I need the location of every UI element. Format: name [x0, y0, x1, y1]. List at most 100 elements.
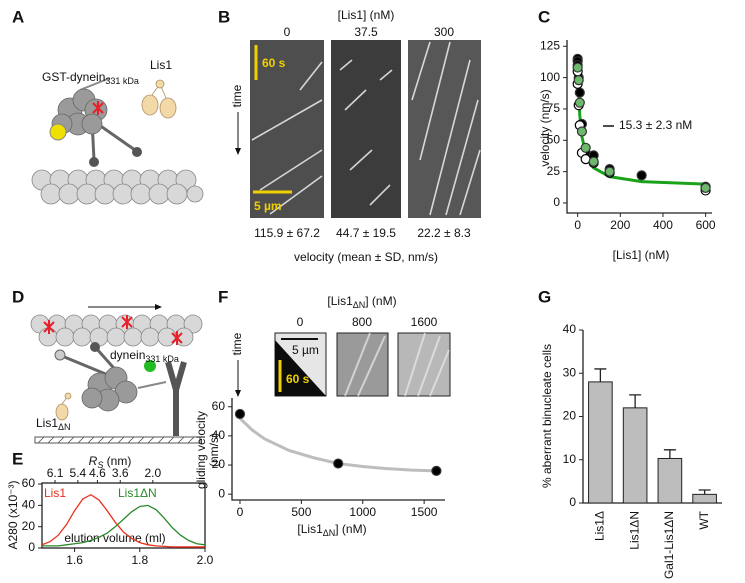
y-tick-label: 10 [563, 452, 577, 466]
x-tick-label: Lis1Δ [593, 511, 607, 541]
shape [379, 69, 393, 81]
x-tick-label: 1000 [349, 505, 376, 519]
x-tick-label: 1500 [411, 505, 438, 519]
panel-label: G [538, 287, 551, 306]
shape [79, 77, 111, 91]
y-axis-label: gliding velocity [194, 411, 208, 489]
legend-label: Lis1ΔN [118, 486, 157, 500]
bar [692, 493, 717, 504]
y-tick-label: 0 [28, 540, 35, 554]
y-tick-label: 20 [22, 519, 36, 533]
scale-label: 60 s [286, 372, 310, 386]
title-sub: ΔN [353, 300, 366, 310]
shape [445, 99, 479, 216]
top-axis-label: (nm) [103, 454, 131, 468]
scale-label: 5 µm [292, 343, 319, 357]
velocity-label: 22.2 ± 8.3 [417, 226, 471, 240]
y-axis-label: (nm/s) [207, 433, 221, 467]
data-point [572, 62, 583, 73]
condition: 800 [352, 315, 372, 329]
shape [165, 361, 187, 436]
title: [Lis1] (nM) [338, 8, 395, 22]
data-point [574, 97, 585, 108]
shape [369, 184, 391, 206]
shape [269, 175, 323, 215]
x-tick-label: 500 [291, 505, 311, 519]
shape [419, 41, 451, 161]
shape [76, 183, 98, 205]
fit-curve [238, 417, 437, 473]
label: dynein331 kDa [110, 348, 179, 364]
x-tick-label: 1.8 [131, 553, 148, 567]
shape [34, 436, 201, 444]
error-bar [698, 489, 711, 495]
top-axis-label-sub: S [97, 460, 103, 470]
x-tick-label: 1.6 [66, 553, 83, 567]
scale-label: 5 µm [254, 199, 282, 213]
x-axis-label: ] (nM) [335, 522, 366, 536]
shape [251, 41, 481, 216]
shape [299, 61, 323, 91]
error-bar [629, 394, 642, 408]
shape [344, 89, 367, 111]
data-point [588, 156, 599, 167]
time-label: time [230, 84, 244, 107]
x-axis-label-sub: ΔN [323, 528, 336, 538]
shape [61, 354, 109, 377]
shape [235, 148, 241, 155]
x-tick-label: 0 [574, 218, 581, 232]
top-tick-label: 2.0 [144, 466, 161, 480]
condition: 1600 [411, 315, 438, 329]
label-sub: 331 kDa [105, 76, 139, 86]
y-tick-label: 40 [22, 498, 36, 512]
line [41, 493, 205, 548]
shape [81, 387, 103, 409]
bar [588, 381, 613, 504]
y-tick-label: 25 [547, 164, 561, 178]
line [42, 504, 206, 547]
label: dynein [110, 348, 145, 362]
x-tick-label: 0 [237, 505, 244, 519]
y-tick-label: 60 [212, 399, 226, 413]
x-axis-label: [Lis1] (nM) [613, 248, 670, 262]
data-point [636, 170, 647, 181]
shape [40, 183, 62, 205]
shape [94, 183, 116, 205]
label: Lis1ΔN [36, 416, 71, 432]
shape [137, 381, 167, 389]
x-axis-label: [Lis1 [297, 522, 323, 536]
kymographs [235, 332, 451, 397]
x-tick-label: Lis1ΔN [627, 511, 641, 550]
y-tick-label: 75 [547, 101, 561, 115]
shape [235, 390, 241, 397]
y-tick-label: 60 [22, 476, 36, 490]
top-axis-label: RS (nm) [89, 454, 132, 470]
shape [251, 99, 323, 141]
title: [Lis1ΔN] (nM) [327, 294, 396, 310]
top-tick-label: 3.6 [112, 466, 129, 480]
shape [344, 332, 371, 397]
shape [92, 101, 104, 115]
shape [357, 335, 386, 397]
y-tick-label: 100 [540, 70, 560, 84]
y-axis-label: velocity (nm/s) [538, 89, 552, 166]
label-sub: 331 kDa [145, 354, 179, 364]
shape [81, 366, 138, 412]
bar [657, 457, 683, 504]
shape [55, 392, 72, 421]
data-point [431, 465, 442, 476]
shape [397, 332, 451, 397]
scale-label: 60 s [262, 56, 286, 70]
error-bar [663, 449, 676, 459]
shape [417, 335, 441, 397]
shape [275, 340, 326, 396]
panel-label: C [538, 7, 550, 26]
shape [106, 327, 126, 347]
x-tick-label: Gal1-Lis1ΔN [662, 511, 676, 579]
shape [186, 185, 204, 203]
shape [429, 59, 471, 216]
error-bar [594, 368, 607, 382]
shape [459, 149, 481, 216]
condition: 300 [434, 25, 454, 39]
